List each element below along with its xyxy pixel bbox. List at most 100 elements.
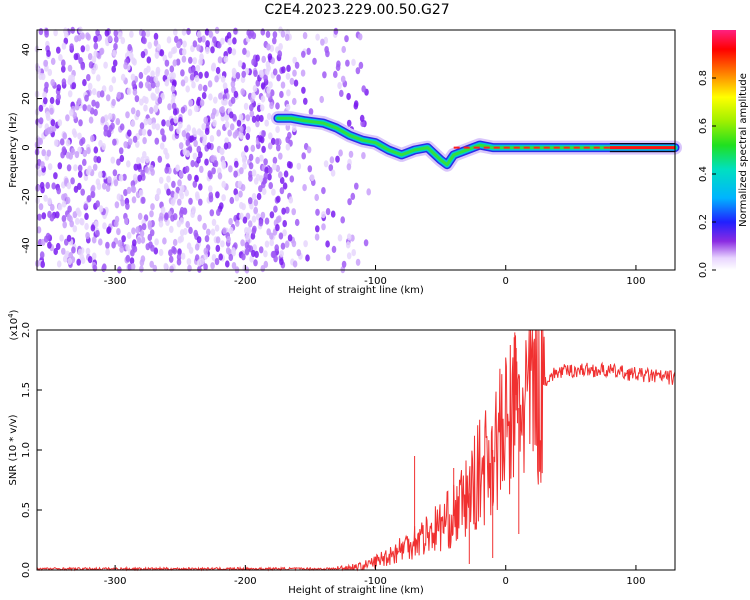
noise-blob (94, 220, 99, 229)
noise-blob (225, 260, 230, 268)
noise-blob (269, 89, 275, 97)
noise-blob (125, 202, 130, 210)
noise-blob (355, 258, 361, 266)
noise-blob (77, 132, 82, 140)
noise-blob (155, 123, 160, 131)
noise-blob (47, 197, 52, 205)
noise-blob (239, 212, 244, 220)
noise-blob (273, 205, 278, 213)
noise-blob (152, 264, 158, 272)
noise-blob (218, 253, 223, 261)
noise-blob (239, 125, 244, 133)
noise-blob (139, 122, 145, 130)
noise-blob (93, 42, 99, 50)
noise-blob (119, 123, 125, 131)
noise-blob (105, 184, 111, 192)
noise-blob (111, 241, 116, 249)
noise-blob (147, 220, 153, 228)
noise-blob (106, 129, 112, 137)
noise-blob (73, 164, 78, 172)
noise-blob (66, 164, 72, 172)
colorbar-tick-label: 0.0 (698, 262, 709, 278)
noise-blob (278, 43, 283, 51)
noise-blob (251, 169, 257, 177)
noise-blob (201, 35, 206, 43)
noise-blob (271, 250, 277, 258)
spectrogram-frame (36, 29, 676, 271)
noise-blob (278, 232, 284, 240)
noise-blob (112, 59, 118, 67)
noise-blob (245, 233, 250, 241)
noise-blob (221, 194, 226, 202)
noise-blob (192, 57, 198, 65)
noise-blob (279, 90, 284, 99)
noise-blob (346, 252, 352, 260)
noise-blob (140, 51, 146, 59)
noise-blob (255, 114, 261, 122)
noise-blob (244, 145, 249, 153)
noise-blob (131, 227, 136, 235)
noise-blob (340, 216, 346, 224)
noise-blob (38, 117, 44, 125)
noise-blob (107, 112, 113, 121)
noise-blob (50, 119, 56, 127)
noise-blob (61, 78, 67, 86)
noise-blob (130, 185, 136, 193)
noise-blob (258, 246, 264, 254)
noise-blob (351, 58, 356, 66)
noise-blob (173, 116, 178, 124)
noise-blob (294, 61, 300, 69)
noise-blob (256, 192, 262, 201)
noise-blob (217, 172, 223, 180)
noise-blob (130, 249, 135, 257)
noise-blob (43, 97, 48, 105)
y-tick-label: 0 (21, 144, 32, 150)
noise-blob (82, 149, 88, 158)
noise-blob (214, 224, 220, 232)
noise-blob (204, 127, 210, 135)
snr-series-line (36, 329, 676, 572)
noise-blob (185, 132, 191, 140)
noise-blob (138, 81, 144, 89)
noise-blob (143, 104, 148, 112)
noise-blob (91, 88, 97, 96)
noise-blob (231, 249, 236, 257)
noise-blob (126, 87, 132, 95)
noise-blob (265, 60, 271, 69)
noise-blob (79, 253, 85, 261)
noise-blob (139, 265, 144, 273)
noise-blob (65, 196, 71, 204)
noise-blob (90, 191, 95, 199)
noise-blob (303, 240, 308, 248)
noise-blob (341, 260, 347, 268)
noise-blob (119, 154, 125, 163)
noise-blob (112, 49, 117, 57)
x-tick-label: -300 (104, 576, 127, 587)
noise-blob (72, 211, 78, 219)
noise-blob (227, 38, 232, 46)
noise-blob (345, 241, 351, 249)
noise-blob (301, 152, 307, 160)
noise-blob (206, 228, 211, 236)
noise-blob (151, 122, 157, 130)
noise-blob (213, 96, 218, 104)
noise-blob (231, 48, 237, 56)
noise-blob (291, 208, 297, 216)
noise-blob (228, 226, 234, 235)
noise-blob (232, 37, 237, 45)
noise-blob (153, 76, 159, 84)
noise-blob (196, 156, 201, 164)
noise-blob (212, 119, 217, 127)
noise-blob (363, 239, 369, 247)
noise-blob (56, 93, 61, 101)
noise-blob (180, 252, 186, 260)
noise-blob (227, 129, 232, 137)
noise-blob (301, 50, 306, 58)
noise-blob (203, 116, 208, 124)
noise-blob (50, 79, 55, 87)
noise-blob (260, 211, 266, 219)
noise-blob (123, 141, 128, 149)
noise-blob (232, 131, 238, 139)
